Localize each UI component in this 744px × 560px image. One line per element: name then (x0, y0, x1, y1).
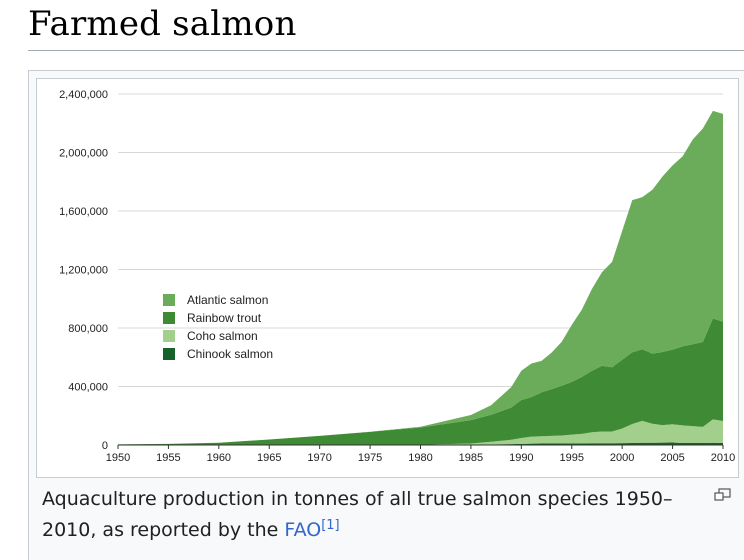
axis-layer: 0 400,000 800,000 1,200,000 1,600,000 2,000,0… (59, 89, 735, 464)
title-divider (28, 50, 744, 51)
page-title: Farmed salmon (28, 4, 297, 44)
x-tick-label: 1950 (106, 452, 130, 464)
x-tick-label: 2005 (660, 452, 684, 464)
x-tick-label: 1990 (509, 452, 533, 464)
y-tick-label: 2,000,000 (59, 148, 108, 160)
salmon-production-chart[interactable]: 0 400,000 800,000 1,200,000 1,600,000 2,000,0… (36, 78, 739, 478)
y-tick-label: 1,200,000 (59, 265, 108, 277)
caption-text: Aquaculture production in tonnes of all … (42, 488, 673, 541)
x-tick-label: 1965 (257, 452, 281, 464)
magnify-clip-icon[interactable] (714, 488, 732, 502)
y-tick-label: 1,600,000 (59, 206, 108, 218)
figure-caption: Aquaculture production in tonnes of all … (42, 484, 682, 546)
x-tick-label: 1955 (156, 452, 180, 464)
legend-label: Coho salmon (187, 329, 258, 343)
x-tick-label: 1985 (459, 452, 483, 464)
stacked-area-layer (118, 110, 723, 445)
x-tick-label: 1960 (207, 452, 231, 464)
y-tick-label: 0 (102, 440, 108, 452)
legend-label: Chinook salmon (187, 347, 273, 361)
x-tick-label: 1975 (358, 452, 382, 464)
chart-legend: Atlantic salmon Rainbow trout Coho salmon C… (163, 293, 273, 361)
x-tick-label: 2010 (711, 452, 735, 464)
fao-link[interactable]: FAO (284, 519, 322, 541)
legend-label: Rainbow trout (187, 311, 262, 325)
legend-label: Atlantic salmon (187, 293, 268, 307)
x-tick-label: 2000 (610, 452, 634, 464)
y-tick-label: 800,000 (68, 323, 108, 335)
area-chinook-salmon (118, 442, 723, 445)
area-coho-salmon (118, 419, 723, 445)
legend-swatch (163, 330, 175, 342)
y-tick-label: 2,400,000 (59, 89, 108, 101)
legend-swatch (163, 312, 175, 324)
x-tick-label: 1970 (307, 452, 331, 464)
legend-swatch (163, 294, 175, 306)
area-rainbow-trout (118, 318, 723, 445)
x-tick-label: 1995 (560, 452, 584, 464)
x-tick-label: 1980 (408, 452, 432, 464)
area-atlantic-salmon (118, 110, 723, 445)
legend-swatch (163, 348, 175, 360)
y-tick-label: 400,000 (68, 382, 108, 394)
reference-link[interactable]: [1] (321, 518, 340, 533)
reference-marker[interactable]: [1] (321, 518, 339, 533)
